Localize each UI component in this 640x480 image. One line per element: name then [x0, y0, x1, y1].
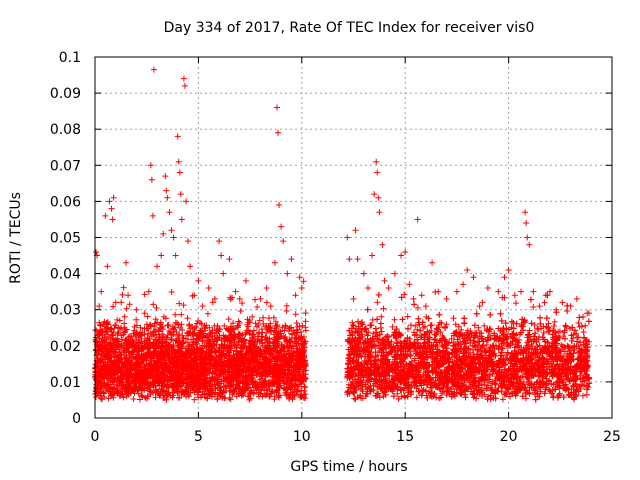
data-point-band — [246, 330, 253, 337]
data-point-band — [110, 303, 117, 310]
data-point-band — [202, 325, 209, 332]
data-point-band — [256, 317, 263, 324]
data-point-band — [225, 316, 232, 323]
data-point-band — [292, 311, 299, 318]
data-point-band — [234, 323, 241, 330]
data-point-band — [120, 284, 127, 291]
data-point-band — [302, 327, 309, 334]
data-point-band — [178, 311, 185, 318]
data-point-band — [136, 396, 143, 403]
data-point-band — [176, 300, 183, 307]
data-point-band — [126, 301, 133, 308]
data-points — [92, 66, 593, 403]
data-point-band — [300, 278, 307, 285]
data-point-band — [145, 330, 152, 337]
data-point-band — [130, 395, 137, 402]
